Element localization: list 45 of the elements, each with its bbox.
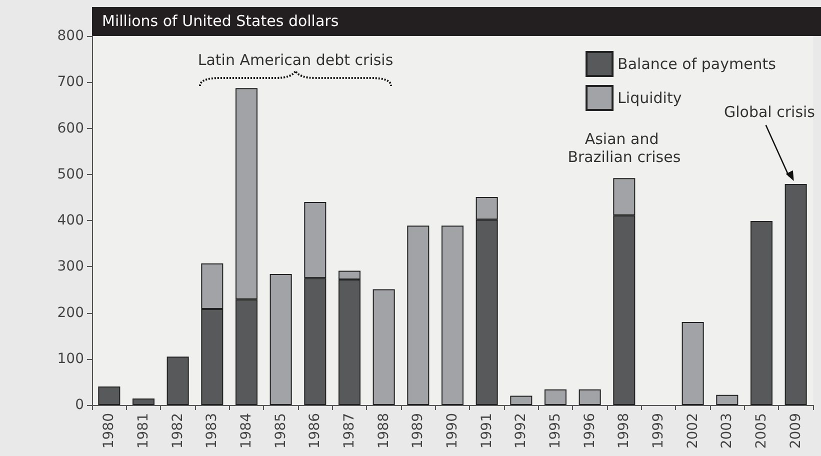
x-tick-label: 2009 [788,413,804,449]
x-tick-label: 1980 [101,413,118,449]
x-tick-label: 1981 [136,413,152,449]
legend-label: Liquidity [618,89,682,107]
x-tick-label: 2005 [754,413,770,449]
x-tick-label: 1983 [204,413,220,449]
bar [578,389,601,405]
y-tick-label: 0 [75,397,84,413]
y-tick-label: 800 [57,28,84,44]
y-tick-label: 100 [57,350,84,367]
x-tick-label: 1998 [616,413,632,449]
x-tick-label: 2003 [719,413,736,449]
bar [442,226,464,405]
y-tick-label: 600 [57,120,84,136]
x-tick-label: 1999 [650,413,666,449]
bar [544,389,566,405]
x-tick-label: 1996 [582,412,598,449]
x-tick-label: 1987 [342,413,358,449]
bar [716,394,738,405]
annotation: Asian and Brazilian crises [568,130,681,166]
x-tick-label: 1995 [548,413,564,449]
y-tick-label: 200 [57,304,84,321]
annotation: Latin American debt crisis [198,51,394,69]
bar [510,396,532,405]
x-tick-label: 1991 [478,413,495,449]
x-tick-label: 2002 [684,413,701,449]
x-tick-label: 1982 [170,413,186,449]
y-axis-title: Millions of United States dollars [102,12,339,30]
x-tick-label: 1992 [513,413,530,449]
x-tick-label: 1986 [307,412,324,449]
bar [682,322,704,405]
x-tick-label: 1990 [444,413,460,449]
x-tick-label: 1988 [376,413,392,449]
bar [372,289,395,405]
legend-label: Balance of payments [618,55,776,73]
x-tick-label: 1989 [410,413,426,449]
y-tick-label: 300 [57,258,84,275]
bar [407,226,430,405]
y-tick-label: 400 [57,212,84,228]
bar [270,274,292,405]
annotation: Global crisis [724,103,816,122]
y-tick-label: 700 [57,74,84,90]
x-tick-label: 1984 [238,412,254,449]
x-tick-label: 1985 [272,413,289,449]
y-tick-label: 500 [57,166,84,182]
